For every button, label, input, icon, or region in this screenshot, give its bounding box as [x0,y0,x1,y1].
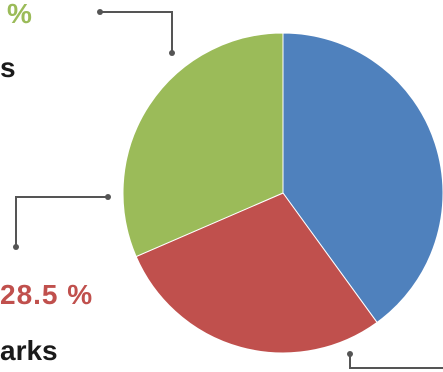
leader-line-red [15,196,108,247]
red-slice-value-label: 28.5 % [0,279,94,310]
pie-slices [122,32,443,354]
pie-slice-blue [282,32,443,324]
green-slice-value-label: % [7,0,32,29]
green-slice-name-label: s [0,52,16,83]
leader-lines [13,9,443,369]
leader-line-green [100,11,173,53]
leader-dot-blue-start [347,351,353,357]
leader-dot-red-end [13,244,19,250]
red-slice-name-label: arks [0,335,58,366]
leader-line-blue [349,354,443,369]
leader-dot-green-start [97,9,103,15]
leader-dot-red-start [105,194,111,200]
pie-slice-green [122,32,284,258]
pie-slice-red [135,192,378,354]
leader-dot-green-end [169,50,175,56]
